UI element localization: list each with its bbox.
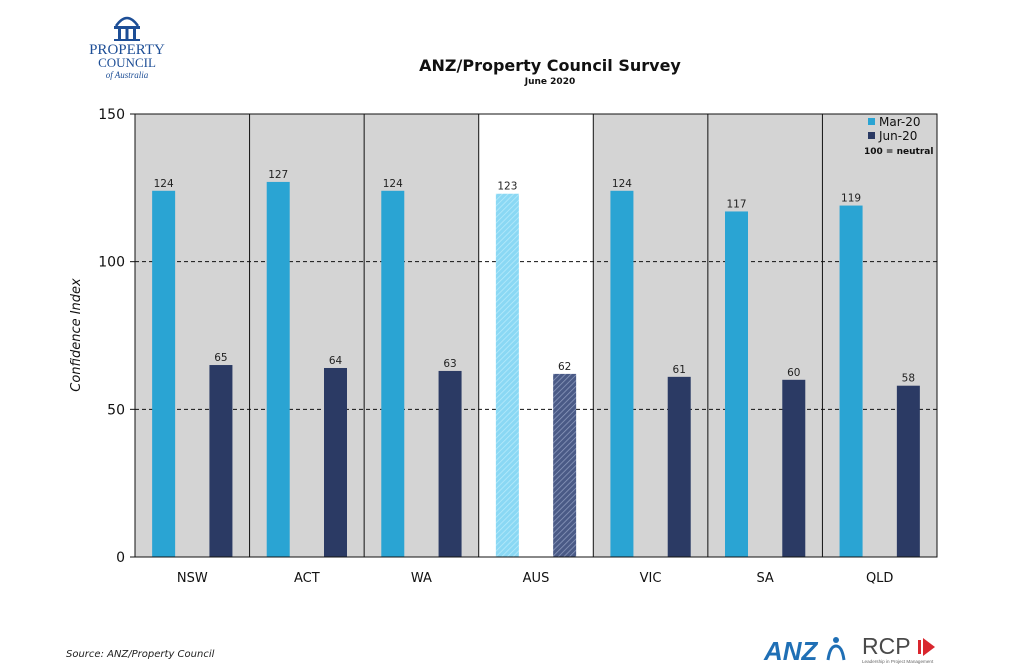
data-label: 58 <box>902 373 915 385</box>
plot-frame <box>134 113 938 558</box>
bar-aus-mar-20 <box>495 193 519 558</box>
x-tick-label: WA <box>411 571 432 586</box>
bars: 124 65 127 64 124 63 123 62 124 61 117 60 119 58 <box>152 169 920 558</box>
data-label: 61 <box>673 364 686 376</box>
bar-sa-mar-20 <box>725 211 748 557</box>
logo-text-council: COUNCIL <box>98 55 156 70</box>
rcp-text: RCP <box>862 633 911 659</box>
data-label: 127 <box>268 169 288 181</box>
y-axis-label: Confidence Index <box>69 278 84 392</box>
data-label: 124 <box>612 178 632 190</box>
anz-people-icon <box>826 637 846 661</box>
bar-qld-mar-20 <box>839 205 863 557</box>
bar-wa-jun-20 <box>438 370 462 557</box>
data-label: 117 <box>726 198 746 210</box>
rcp-logo: RCP Leadership in Project Management <box>862 633 935 664</box>
bar-nsw-mar-20 <box>152 190 176 557</box>
data-label: 60 <box>787 367 800 379</box>
x-tick-label: ACT <box>294 571 320 586</box>
logo-text-australia: of Australia <box>106 70 149 80</box>
data-label: 123 <box>497 181 517 193</box>
data-label: 124 <box>383 178 403 190</box>
y-tick-label: 50 <box>107 402 125 418</box>
data-label: 124 <box>154 178 174 190</box>
chart-subtitle: June 2020 <box>524 77 576 87</box>
bar-sa-jun-20 <box>782 379 806 557</box>
bar-qld-jun-20 <box>896 385 920 557</box>
rcp-arrow-icon <box>918 638 935 656</box>
source-note: Source: ANZ/Property Council <box>66 649 215 660</box>
legend-swatch <box>868 118 875 125</box>
data-label: 63 <box>443 358 456 370</box>
x-tick-label: SA <box>756 571 773 586</box>
bar-wa-mar-20 <box>381 190 405 557</box>
building-icon <box>114 16 140 41</box>
y-tick-label: 150 <box>98 107 125 123</box>
rcp-tagline: Leadership in Project Management <box>862 659 934 664</box>
panel-dividers <box>134 113 938 558</box>
bar-vic-jun-20 <box>667 376 691 557</box>
legend-note: 100 = neutral <box>864 147 933 157</box>
bar-vic-mar-20 <box>610 190 634 557</box>
axes: NSW ACT WA AUS VIC SA QLD 0 50 100 150 <box>98 107 893 586</box>
y-tick-label: 100 <box>98 255 125 271</box>
legend-label: Mar-20 <box>879 115 920 129</box>
bar-aus-jun-20 <box>553 373 577 557</box>
bar-act-jun-20 <box>324 367 347 557</box>
x-tick-label: QLD <box>866 571 894 586</box>
data-label: 119 <box>841 193 861 205</box>
bar-chart: 124 65 127 64 124 63 123 62 124 61 117 60 119 58 NSW A… <box>69 107 938 586</box>
bar-act-mar-20 <box>266 181 290 557</box>
data-label: 62 <box>558 361 571 373</box>
anz-text: ANZ <box>763 636 819 666</box>
data-label: 65 <box>214 352 227 364</box>
x-tick-label: NSW <box>177 571 208 586</box>
legend-swatch <box>868 132 875 139</box>
y-tick-label: 0 <box>116 550 125 566</box>
data-label: 64 <box>329 355 343 367</box>
chart-title: ANZ/Property Council Survey <box>419 56 681 75</box>
bar-nsw-jun-20 <box>209 365 233 557</box>
logo-text-property: PROPERTY <box>89 42 165 58</box>
x-tick-label: VIC <box>640 571 662 586</box>
x-tick-label: AUS <box>523 571 550 586</box>
anz-logo: ANZ <box>763 636 846 666</box>
property-council-logo: PROPERTY COUNCIL of Australia <box>89 16 165 80</box>
category-panels <box>135 114 937 557</box>
legend-label: Jun-20 <box>878 129 917 143</box>
